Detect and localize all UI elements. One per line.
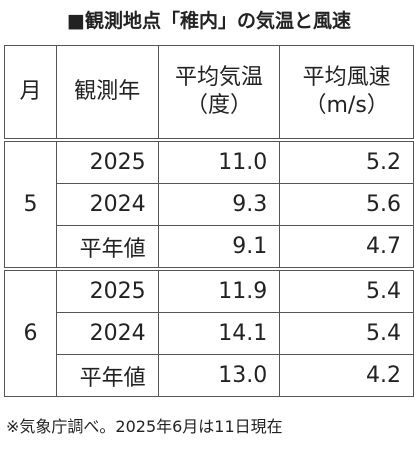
table-cell: 13.0 <box>157 354 281 397</box>
column-header-line: （度） <box>185 93 252 118</box>
table-cell: 2025 <box>55 138 159 184</box>
table-body: 5 2025 11.0 5.2 2024 9.3 5.6 平年値 9.1 4.7 6 2025 11.9… <box>4 138 414 397</box>
table: 月観測年 平均気温 （度） 平均風速 （m/s） 5 2025 11.0 5.2 2024 9.3… <box>4 45 414 397</box>
table-cell: 5.6 <box>279 183 414 226</box>
table-cell: 4.7 <box>279 225 414 270</box>
table-row: 2024 14.1 5.4 <box>5 312 414 355</box>
column-header: 観測年 <box>55 45 159 141</box>
column-header: 平均気温 （度） <box>157 45 281 141</box>
table-cell: 2024 <box>55 183 159 226</box>
table-cell: 平年値 <box>55 354 159 397</box>
table-cell: 2025 <box>55 267 159 313</box>
table-cell: 11.0 <box>157 138 281 184</box>
table-cell: 4.2 <box>279 354 414 397</box>
month-cell: 6 <box>4 267 57 397</box>
table-cell: 9.3 <box>157 183 281 226</box>
column-header-line: 平均風速 <box>302 65 391 90</box>
table-cell: 平年値 <box>55 225 159 270</box>
table-cell: 14.1 <box>157 312 281 355</box>
table-row: 6 2025 11.9 5.4 <box>4 267 414 397</box>
column-header: 月 <box>4 45 57 141</box>
header-row: 月観測年 平均気温 （度） 平均風速 （m/s） <box>4 45 414 141</box>
table-cell: 2024 <box>55 312 159 355</box>
column-header-line: （m/s） <box>304 93 389 118</box>
title: ■観測地点「稚内」の気温と風速 <box>67 10 351 32</box>
column-header: 平均風速 （m/s） <box>279 45 414 141</box>
table-row: 2024 9.3 5.6 <box>5 183 414 226</box>
footnote: ※気象庁調べ。2025年6月は11日現在 <box>6 417 283 436</box>
table-cell: 9.1 <box>157 225 281 270</box>
table-cell: 11.9 <box>157 267 281 313</box>
table-cell: 5.2 <box>279 138 414 184</box>
month-cell: 5 <box>4 138 57 270</box>
table-cell: 5.4 <box>279 267 414 313</box>
column-header-line: 平均気温 <box>174 65 263 90</box>
table-row: 平年値 13.0 4.2 <box>5 354 414 397</box>
table-row: 5 2025 11.0 5.2 <box>4 138 414 270</box>
table-cell: 5.4 <box>279 312 414 355</box>
table-row: 平年値 9.1 4.7 <box>5 225 414 270</box>
